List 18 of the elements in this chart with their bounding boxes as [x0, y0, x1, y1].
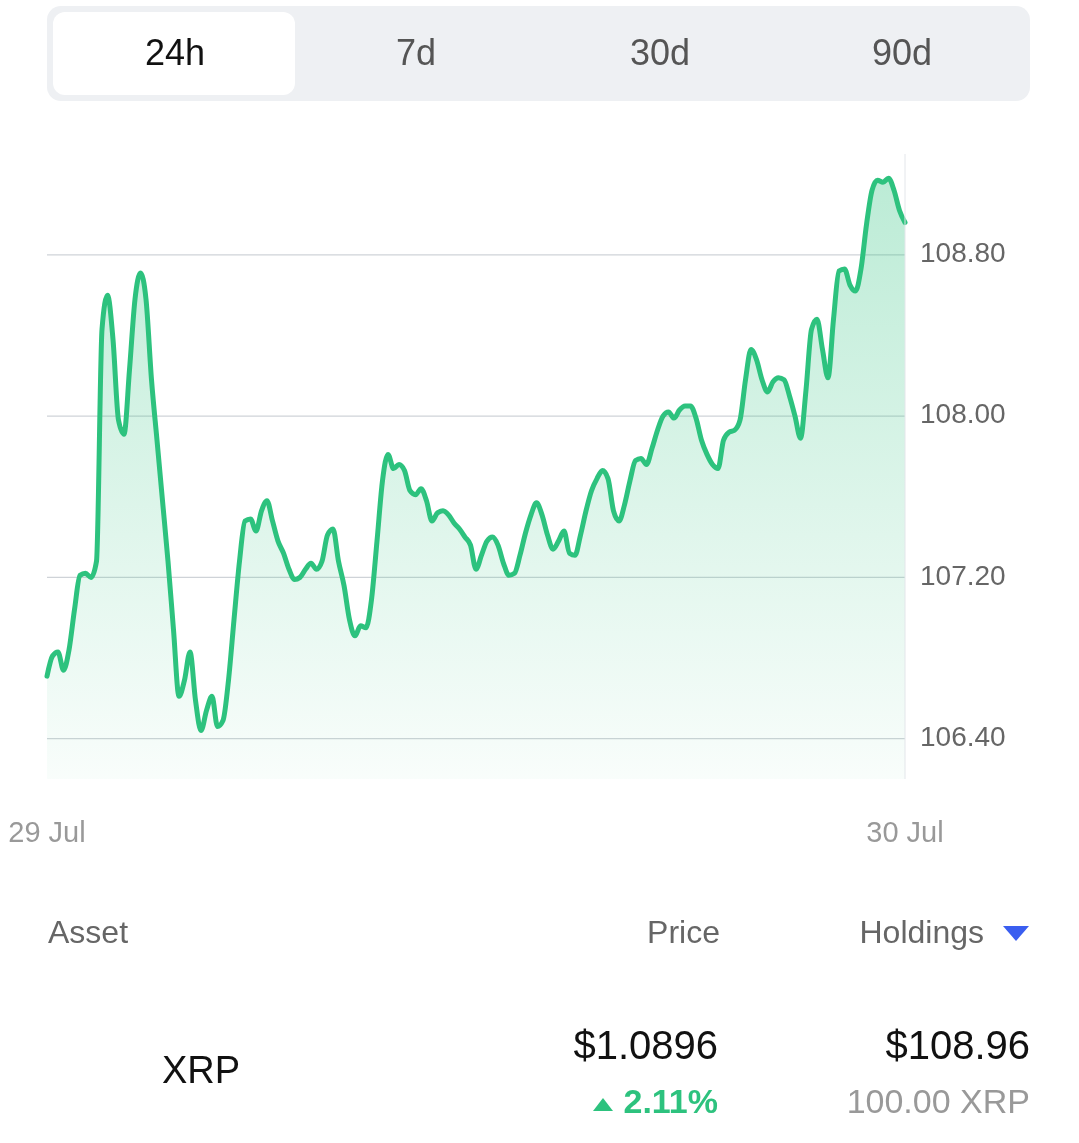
- y-tick-label: 108.80: [920, 237, 1006, 269]
- text: 24h: [144, 31, 206, 73]
- y-tick-label: 106.40: [920, 721, 1006, 753]
- text: 100.00 XRP: [846, 1081, 1030, 1120]
- text: $108.96: [885, 1022, 1030, 1067]
- text: Price: [647, 914, 720, 951]
- text: Asset: [48, 914, 129, 951]
- text: Holdings: [859, 914, 984, 951]
- y-tick-label: 108.00: [920, 398, 1006, 430]
- text: XRP: [162, 1049, 241, 1092]
- x-tick-label: 29 Jul: [8, 815, 86, 848]
- text: 30d: [629, 31, 691, 73]
- text: $1.0896: [573, 1022, 718, 1067]
- y-tick-label: 107.20: [920, 559, 1006, 591]
- text: 90d: [871, 31, 933, 73]
- text: 2.11%: [623, 1081, 718, 1120]
- text: 7d: [395, 31, 437, 73]
- x-tick-label: 30 Jul: [866, 815, 944, 848]
